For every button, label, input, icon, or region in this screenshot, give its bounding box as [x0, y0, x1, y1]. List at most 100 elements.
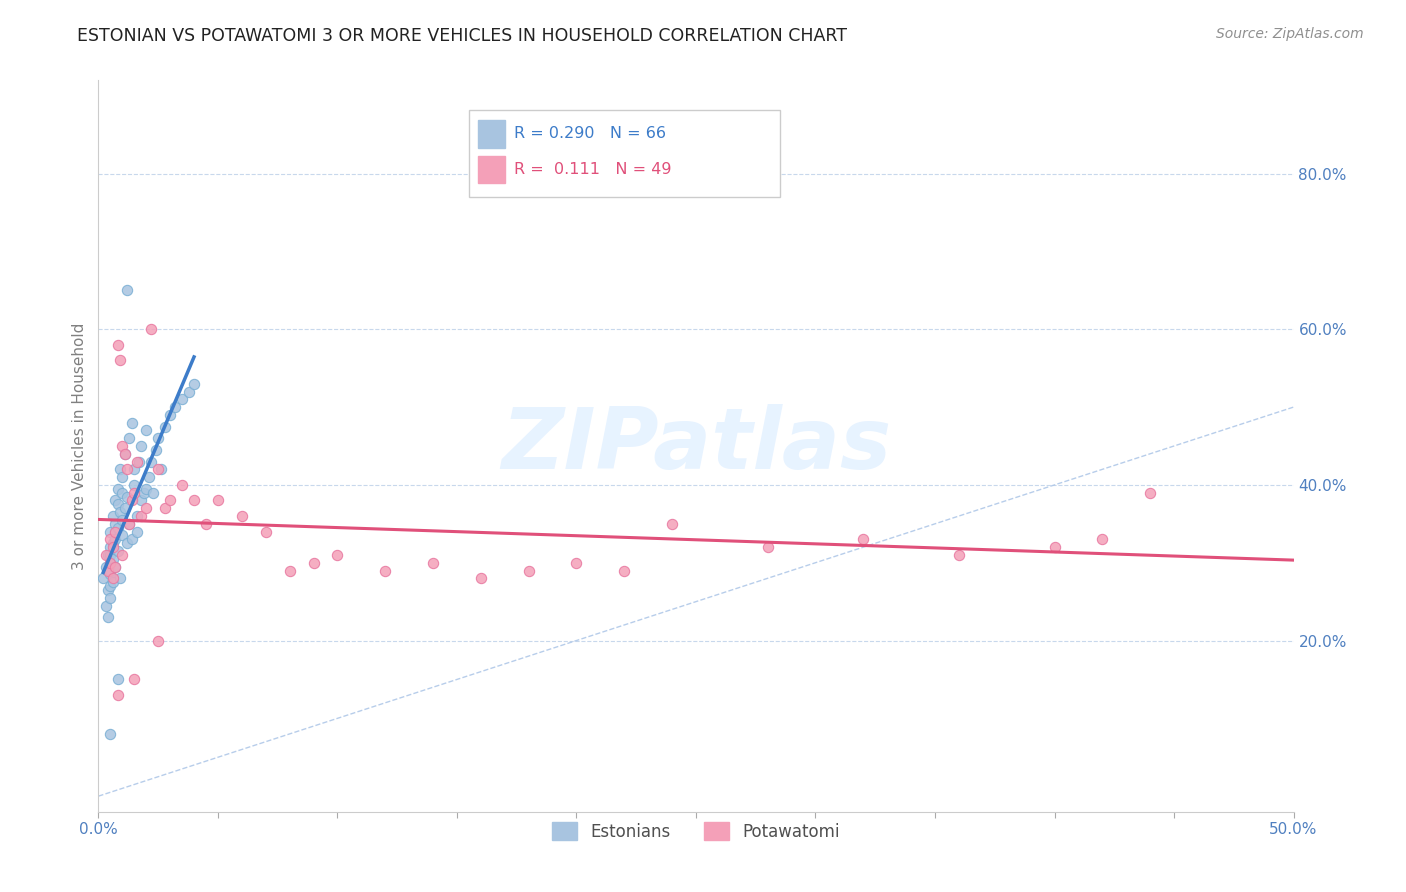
Point — [118, 431, 141, 445]
Point — [104, 559, 127, 574]
Point — [124, 478, 146, 492]
Point — [107, 544, 129, 558]
Point — [135, 424, 157, 438]
Point — [517, 564, 540, 578]
Point — [94, 559, 117, 574]
Point — [131, 493, 153, 508]
Point — [98, 524, 122, 539]
Point — [183, 376, 205, 391]
Point — [118, 516, 141, 531]
Text: R = 0.290   N = 66: R = 0.290 N = 66 — [515, 126, 666, 141]
Point — [98, 591, 122, 605]
Text: ESTONIAN VS POTAWATOMI 3 OR MORE VEHICLES IN HOUSEHOLD CORRELATION CHART: ESTONIAN VS POTAWATOMI 3 OR MORE VEHICLE… — [77, 27, 848, 45]
Point — [121, 416, 143, 430]
Point — [374, 564, 396, 578]
Point — [121, 493, 143, 508]
Point — [97, 582, 120, 597]
Point — [159, 408, 181, 422]
Point — [326, 548, 349, 562]
Bar — [478, 155, 505, 184]
Point — [97, 610, 120, 624]
Point — [125, 509, 148, 524]
Point — [135, 501, 157, 516]
Point — [948, 548, 970, 562]
Point — [131, 439, 153, 453]
Point — [124, 462, 146, 476]
Point — [139, 322, 162, 336]
Point — [98, 533, 122, 547]
Point — [139, 454, 162, 468]
Point — [142, 485, 165, 500]
Point — [125, 454, 148, 468]
Point — [278, 564, 301, 578]
Point — [107, 497, 129, 511]
Point — [128, 454, 150, 468]
Point — [101, 551, 124, 566]
Point — [94, 548, 117, 562]
Point — [1043, 540, 1066, 554]
Point — [104, 533, 127, 547]
Point — [114, 447, 136, 461]
Point — [97, 564, 120, 578]
Point — [101, 571, 124, 585]
Point — [111, 470, 134, 484]
Point — [148, 431, 170, 445]
Point — [98, 579, 122, 593]
Point — [155, 419, 177, 434]
Point — [111, 439, 134, 453]
Point — [148, 462, 170, 476]
Point — [613, 564, 636, 578]
Point — [98, 556, 122, 570]
Point — [101, 575, 124, 590]
Point — [254, 524, 277, 539]
Point — [97, 548, 120, 562]
Text: Source: ZipAtlas.com: Source: ZipAtlas.com — [1216, 27, 1364, 41]
Point — [104, 516, 127, 531]
Point — [231, 509, 253, 524]
Point — [108, 571, 131, 585]
Point — [124, 673, 146, 687]
Point — [104, 493, 127, 508]
Point — [107, 521, 129, 535]
Point — [104, 559, 127, 574]
Point — [172, 392, 194, 407]
Point — [107, 482, 129, 496]
Point — [138, 470, 160, 484]
Point — [98, 567, 122, 582]
Point — [179, 384, 201, 399]
Point — [172, 478, 194, 492]
Point — [111, 548, 134, 562]
Point — [115, 284, 138, 298]
Point — [104, 524, 127, 539]
Point — [107, 688, 129, 702]
Point — [107, 338, 129, 352]
Y-axis label: 3 or more Vehicles in Household: 3 or more Vehicles in Household — [72, 322, 87, 570]
Point — [132, 485, 155, 500]
Point — [114, 447, 136, 461]
Point — [661, 516, 683, 531]
Point — [565, 556, 588, 570]
Point — [183, 493, 205, 508]
Point — [108, 462, 131, 476]
Point — [163, 400, 186, 414]
Point — [121, 533, 143, 547]
Point — [107, 673, 129, 687]
Point — [1091, 533, 1114, 547]
Text: R =  0.111   N = 49: R = 0.111 N = 49 — [515, 162, 672, 177]
Point — [124, 485, 146, 500]
Point — [108, 353, 131, 368]
Point — [159, 493, 181, 508]
Point — [131, 509, 153, 524]
Point — [111, 528, 134, 542]
Point — [135, 482, 157, 496]
Point — [155, 501, 177, 516]
Point — [94, 599, 117, 613]
Point — [149, 462, 172, 476]
Point — [195, 516, 218, 531]
Point — [115, 462, 138, 476]
Point — [125, 524, 148, 539]
Point — [98, 564, 122, 578]
Point — [302, 556, 325, 570]
Point — [101, 536, 124, 550]
Point — [111, 513, 134, 527]
